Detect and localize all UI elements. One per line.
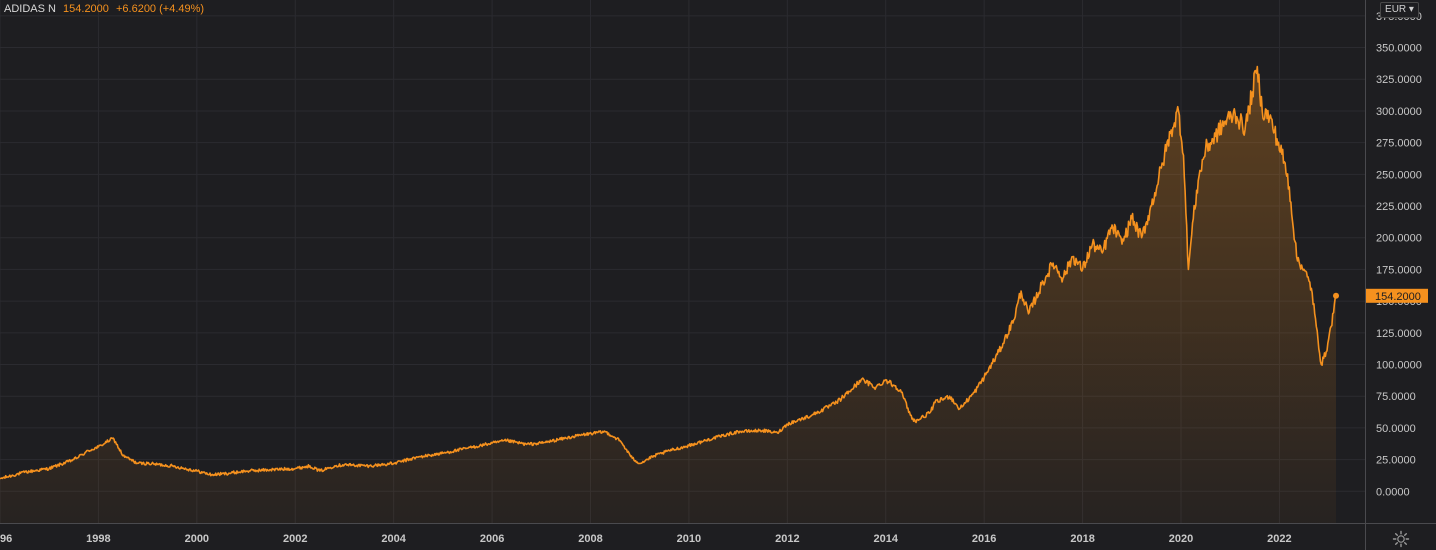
last-price-label: 154.2000 (1375, 291, 1421, 303)
symbol-name: ADIDAS N (4, 3, 56, 15)
y-tick-label: 75.0000 (1376, 391, 1416, 403)
price-line (0, 65, 1337, 480)
y-tick-label: 325.0000 (1376, 74, 1422, 86)
y-tick-label: 200.0000 (1376, 233, 1422, 245)
x-tick-label: 2006 (480, 533, 504, 545)
price-area (0, 66, 1336, 523)
y-tick-label: 25.0000 (1376, 455, 1416, 467)
gear-icon[interactable] (1392, 530, 1410, 548)
x-tick-label: 2014 (874, 533, 899, 545)
last-price-marker (1333, 292, 1340, 299)
y-tick-label: 250.0000 (1376, 169, 1422, 181)
x-tick-label: 2022 (1267, 533, 1291, 545)
y-tick-label: 350.0000 (1376, 43, 1422, 55)
last-price-badge (1366, 288, 1428, 303)
price-series (0, 65, 1340, 523)
x-tick-label: 2010 (677, 533, 701, 545)
x-tick-label: 1998 (86, 533, 110, 545)
legend-change: +6.6200 (+4.49%) (115, 3, 205, 15)
x-tick-label: 2018 (1070, 533, 1094, 545)
y-tick-label: 100.0000 (1376, 360, 1422, 372)
y-tick-label: 0.0000 (1376, 486, 1410, 498)
x-tick-label: 2000 (185, 533, 209, 545)
x-tick-label: 2016 (972, 533, 996, 545)
y-tick-label: 125.0000 (1376, 328, 1422, 340)
x-tick-label: 2008 (578, 533, 602, 545)
time-axis[interactable]: 96 1998 2000 2002 2004 2006 2008 2010 2012 2014 20… (0, 533, 1292, 545)
y-tick-label: 300.0000 (1376, 106, 1422, 118)
y-tick-label: 275.0000 (1376, 138, 1422, 150)
symbol-legend: ADIDAS N 154.2000 +6.6200 (+4.49%) (4, 3, 204, 15)
x-tick-label: 2012 (775, 533, 799, 545)
x-tick-label: 2004 (381, 533, 406, 545)
x-tick-label: 96 (0, 533, 12, 545)
y-tick-label: 175.0000 (1376, 264, 1422, 276)
legend-price: 154.2000 (63, 3, 109, 15)
x-tick-label: 2020 (1169, 533, 1193, 545)
x-tick-label: 2002 (283, 533, 307, 545)
y-tick-label: 50.0000 (1376, 423, 1416, 435)
currency-dropdown[interactable]: EUR ▾ (1380, 2, 1419, 18)
y-tick-label: 225.0000 (1376, 201, 1422, 213)
